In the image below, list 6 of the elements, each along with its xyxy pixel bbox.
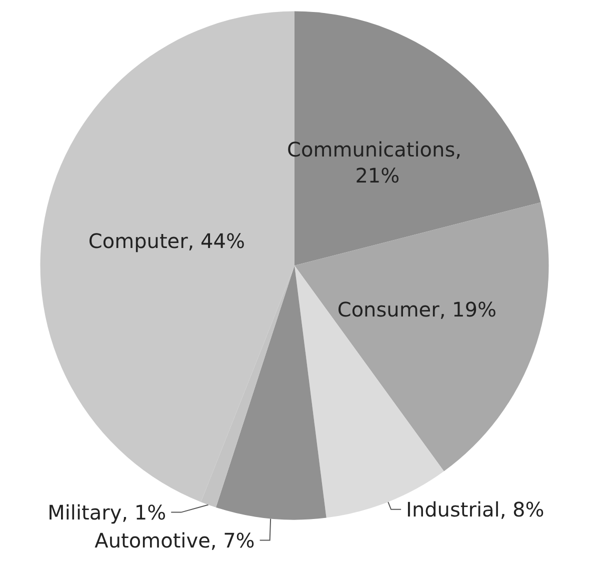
slice-label: Industrial, 8% [406, 497, 544, 522]
slice-label: Automotive, 7% [94, 528, 255, 552]
slice-label: Communications, 21% [287, 138, 462, 188]
slice-label: Computer, 44% [88, 229, 245, 254]
slice-label: Military, 1% [48, 500, 166, 524]
slice-label: Consumer, 19% [337, 298, 497, 322]
